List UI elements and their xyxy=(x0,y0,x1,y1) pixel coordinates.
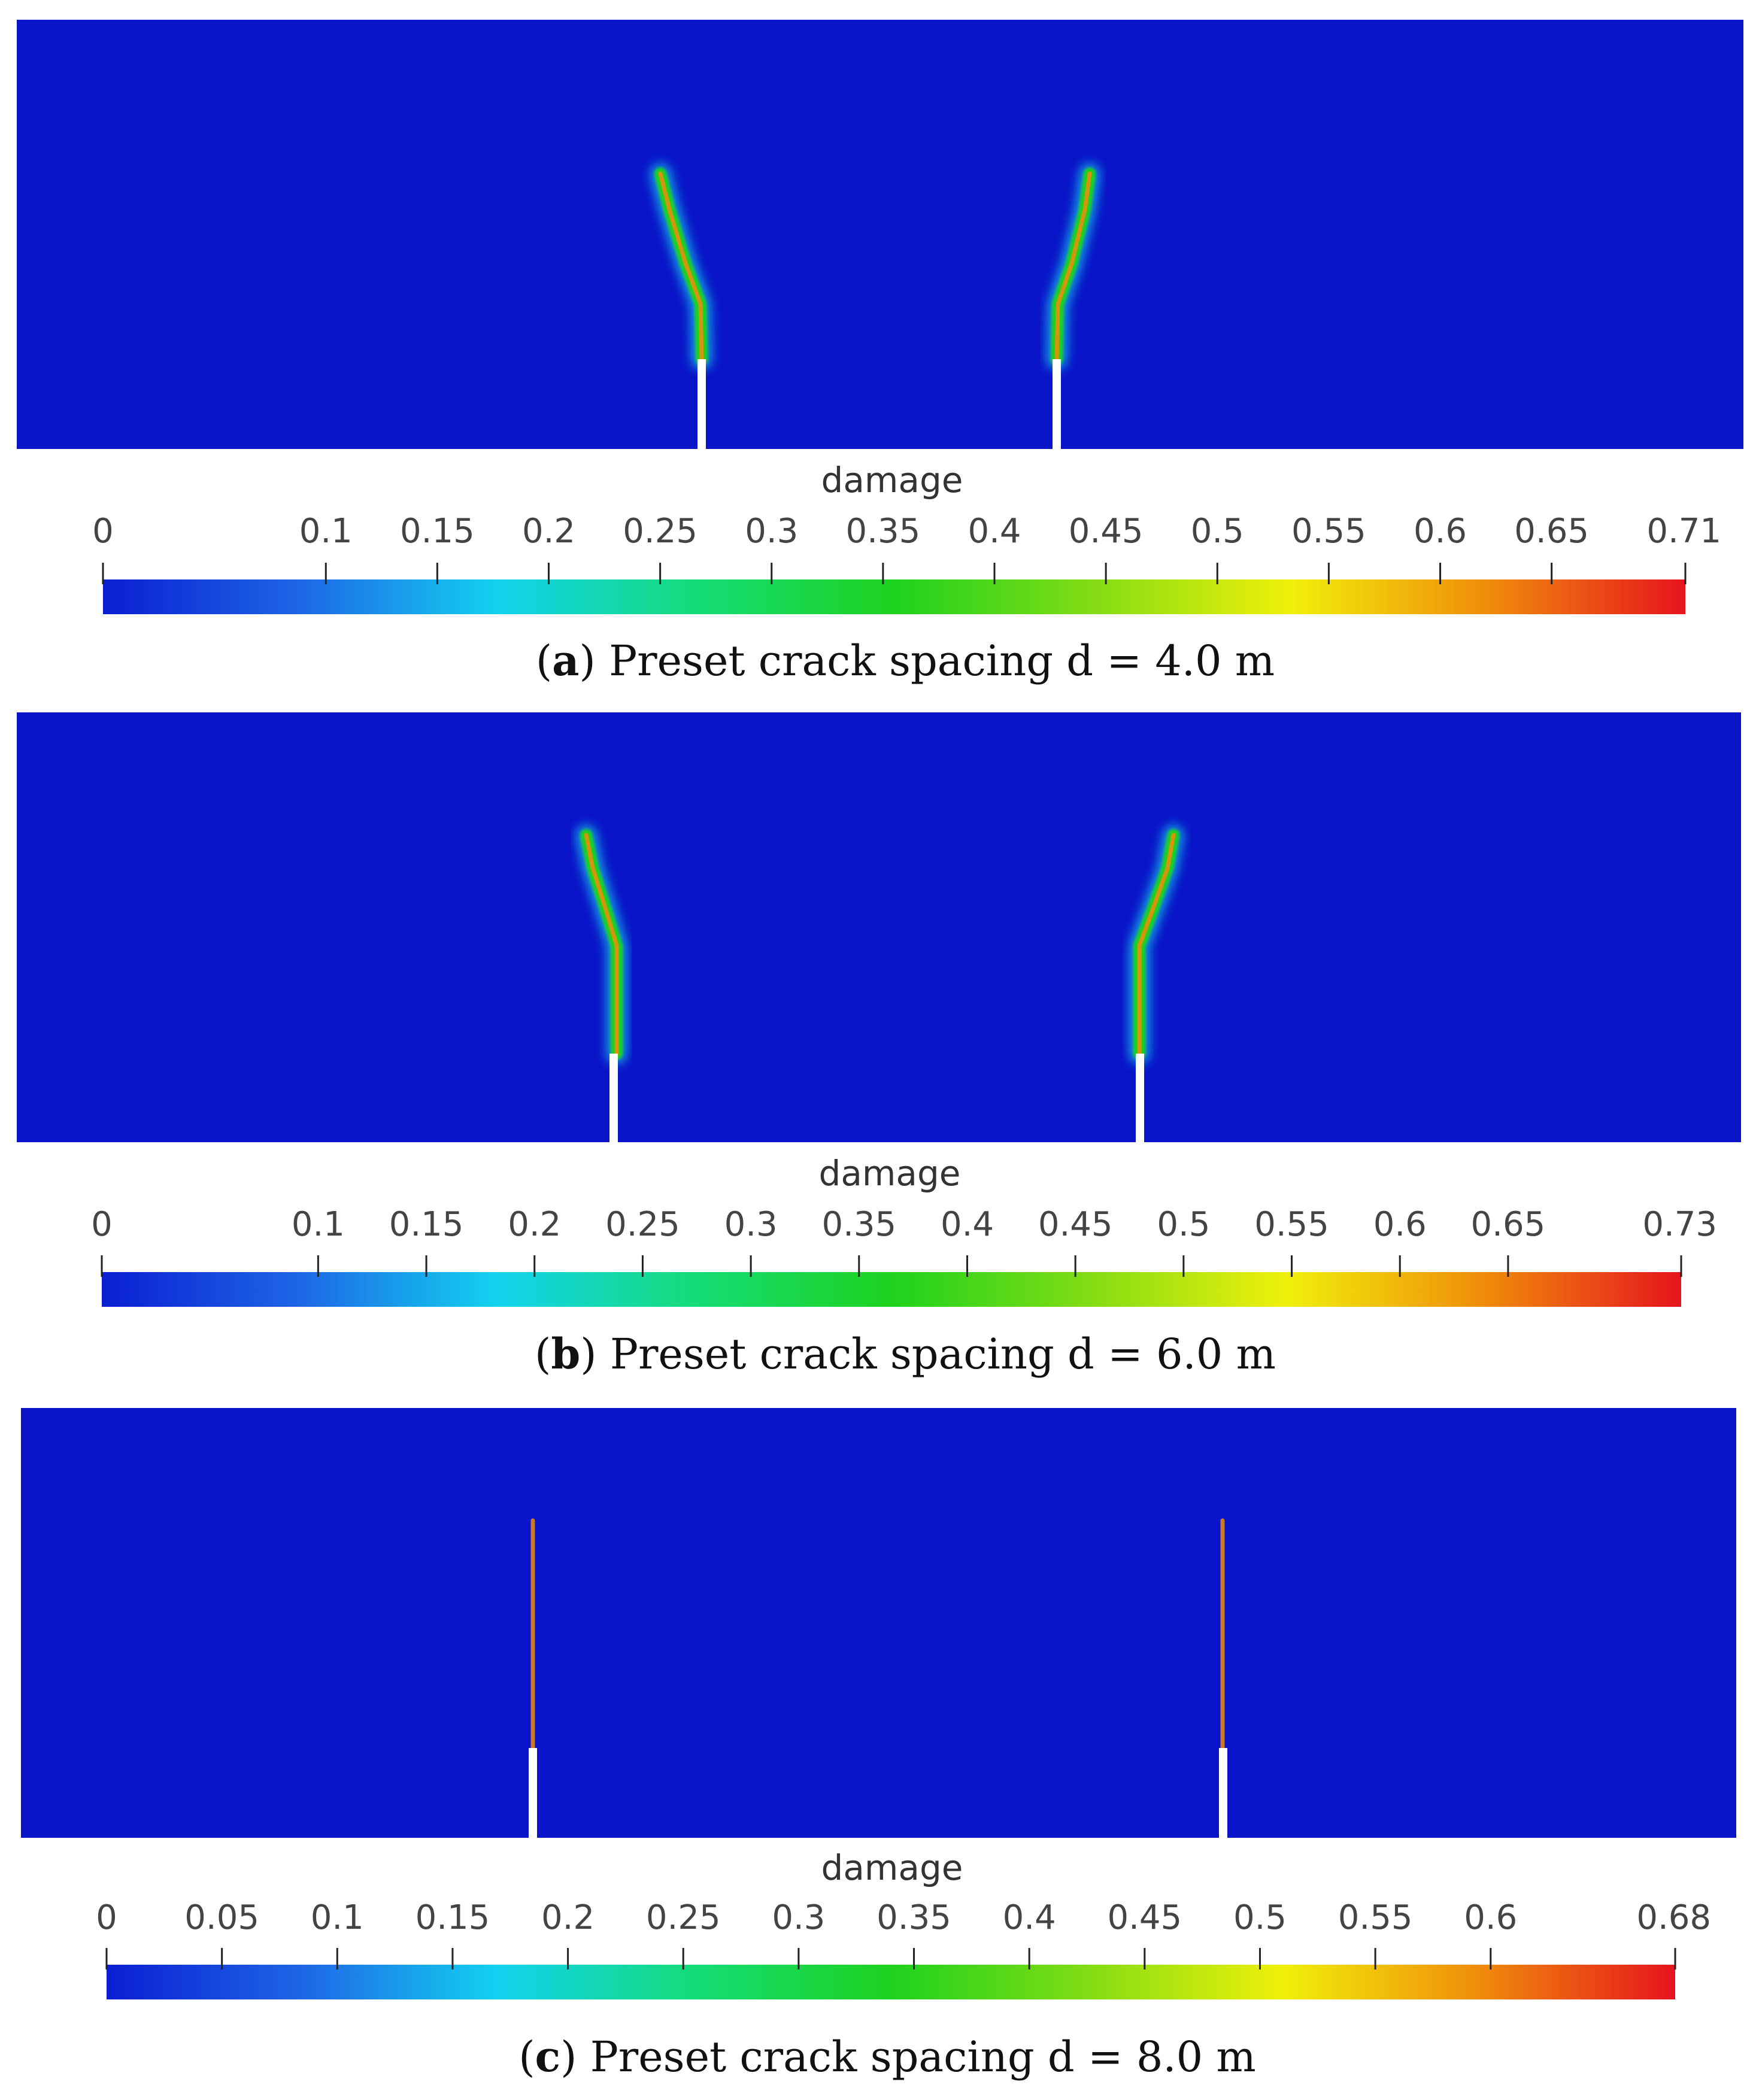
colorbar-tick-label-c: 0.68 xyxy=(1636,1898,1711,1937)
colorbar-tick-label-c: 0.6 xyxy=(1464,1898,1517,1937)
colorbar-title-c: damage xyxy=(821,1847,963,1888)
colorbar-tick-label-b: 0.1 xyxy=(292,1205,345,1244)
colorbar-tick-label-a: 0.1 xyxy=(299,512,353,551)
preset-notch-right-a xyxy=(1053,359,1061,449)
domain-b xyxy=(17,712,1741,1142)
colorbar-tick-label-b: 0.55 xyxy=(1254,1205,1329,1244)
colorbar-tick-label-b: 0.5 xyxy=(1157,1205,1210,1244)
colorbar-tick-label-a: 0.71 xyxy=(1646,512,1721,551)
colorbar-tick-label-c: 0.35 xyxy=(877,1898,951,1937)
colorbar-tick-label-c: 0.5 xyxy=(1233,1898,1287,1937)
colorbar-tick-label-c: 0.1 xyxy=(311,1898,364,1937)
colorbar-gradient-a xyxy=(103,579,1685,614)
panel-c: damage 0 0.05 0.1 0.15 0.2 0.25 0.3 0.35 0.4 0.45… xyxy=(21,1408,1736,2081)
colorbar-tick-label-b: 0.73 xyxy=(1642,1205,1717,1244)
crack-right-b xyxy=(1129,825,1184,1142)
caption-text-b: Preset crack spacing d = 6.0 m xyxy=(610,1330,1276,1379)
colorbar-tick-label-b: 0.35 xyxy=(821,1205,896,1244)
caption-text-a: Preset crack spacing d = 4.0 m xyxy=(609,636,1275,685)
colorbar-tick-label-a: 0.35 xyxy=(846,512,921,551)
crack-left-c xyxy=(523,1510,543,1838)
colorbar-tick-label-c: 0.05 xyxy=(184,1898,259,1937)
panel-a: damage 0 0.1 0.15 0.2 0.25 0.3 0.35 0.4 0.45 0.5 0… xyxy=(17,20,1743,685)
caption-c: (c) Preset crack spacing d = 8.0 m xyxy=(518,2032,1256,2081)
preset-notch-left-a xyxy=(697,359,706,449)
preset-notch-right-c xyxy=(1219,1748,1227,1838)
preset-notch-right-b xyxy=(1136,1054,1144,1142)
colorbar-tick-label-b: 0 xyxy=(91,1205,113,1244)
colorbar-tick-label-a: 0.5 xyxy=(1191,512,1244,551)
colorbar-tick-label-b: 0.25 xyxy=(605,1205,680,1244)
colorbar-tick-label-a: 0.4 xyxy=(968,512,1021,551)
crack-right-a xyxy=(1047,163,1100,449)
crack-left-b xyxy=(576,825,627,1142)
caption-letter-c: c xyxy=(535,2032,561,2081)
colorbar-tick-label-a: 0.55 xyxy=(1291,512,1366,551)
crack-left-a xyxy=(650,163,712,449)
colorbar-tick-label-a: 0.65 xyxy=(1514,512,1589,551)
colorbar-tick-label-b: 0.4 xyxy=(941,1205,994,1244)
colorbar-tick-label-a: 0.45 xyxy=(1069,512,1144,551)
crack-right-c xyxy=(1212,1510,1233,1838)
caption-letter-b: b xyxy=(551,1329,580,1379)
colorbar-tick-label-c: 0.25 xyxy=(646,1898,721,1937)
colorbar-tick-label-b: 0.6 xyxy=(1373,1205,1427,1244)
colorbar-tick-label-c: 0.55 xyxy=(1338,1898,1413,1937)
colorbar-tick-label-c: 0.45 xyxy=(1107,1898,1182,1937)
colorbar-c: 0 0.05 0.1 0.15 0.2 0.25 0.3 0.35 0.4 0.45 0.5 0.55… xyxy=(96,1898,1711,1999)
preset-notch-left-c xyxy=(529,1748,537,1838)
colorbar-tick-label-b: 0.65 xyxy=(1471,1205,1546,1244)
colorbar-tick-label-a: 0.15 xyxy=(400,512,475,551)
preset-notch-left-b xyxy=(609,1054,618,1142)
colorbar-tick-label-b: 0.2 xyxy=(508,1205,561,1244)
caption-letter-a: a xyxy=(552,636,579,685)
domain-c xyxy=(21,1408,1736,1838)
colorbar-title-b: damage xyxy=(819,1153,961,1194)
colorbar-gradient-b xyxy=(102,1272,1681,1307)
colorbar-tick-label-a: 0.2 xyxy=(522,512,575,551)
caption-b: (b) Preset crack spacing d = 6.0 m xyxy=(535,1329,1276,1379)
colorbar-tick-label-c: 0 xyxy=(96,1898,117,1937)
panel-b: damage 0 0.1 0.15 0.2 0.25 0.3 0.35 0.4 0.45 0.5 0… xyxy=(17,712,1741,1379)
colorbar-tick-label-a: 0.3 xyxy=(745,512,798,551)
colorbar-a: 0 0.1 0.15 0.2 0.25 0.3 0.35 0.4 0.45 0.5 0.55 0.6 0… xyxy=(92,512,1721,614)
colorbar-tick-label-b: 0.3 xyxy=(724,1205,778,1244)
colorbar-gradient-c xyxy=(107,1965,1675,1999)
colorbar-b: 0 0.1 0.15 0.2 0.25 0.3 0.35 0.4 0.45 0.5 0.55 0.6 0… xyxy=(91,1205,1717,1307)
colorbar-title-a: damage xyxy=(821,460,963,500)
colorbar-tick-label-b: 0.15 xyxy=(389,1205,464,1244)
colorbar-tick-label-c: 0.2 xyxy=(541,1898,595,1937)
caption-text-c: Preset crack spacing d = 8.0 m xyxy=(590,2032,1256,2081)
colorbar-tick-label-a: 0.6 xyxy=(1414,512,1467,551)
colorbar-tick-label-c: 0.3 xyxy=(772,1898,825,1937)
caption-a: (a) Preset crack spacing d = 4.0 m xyxy=(536,636,1275,685)
colorbar-tick-label-c: 0.4 xyxy=(1003,1898,1056,1937)
colorbar-tick-label-a: 0 xyxy=(92,512,114,551)
colorbar-tick-label-c: 0.15 xyxy=(416,1898,490,1937)
colorbar-tick-label-b: 0.45 xyxy=(1038,1205,1113,1244)
domain-a xyxy=(17,20,1743,449)
colorbar-tick-label-a: 0.25 xyxy=(623,512,697,551)
